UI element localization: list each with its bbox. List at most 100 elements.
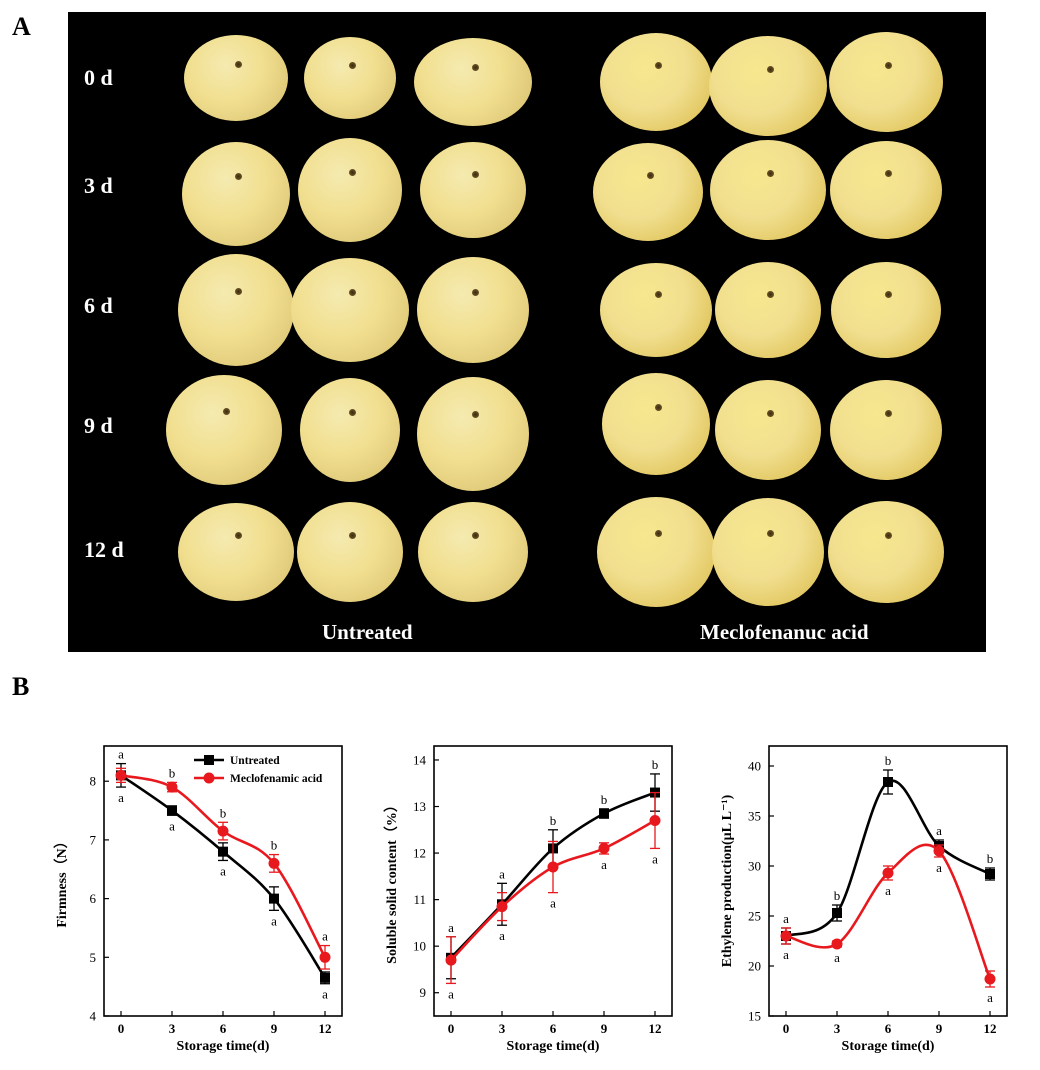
y-tick-label: 6 [90,891,97,906]
data-point [320,972,330,983]
series-line [785,843,992,980]
fruit-stem [472,411,480,419]
significance-letter: a [448,920,454,935]
significance-letter: a [936,823,942,838]
x-tick-label: 9 [271,1021,278,1036]
significance-letter: a [118,747,124,762]
data-point [933,845,945,857]
x-tick-label: 9 [601,1021,608,1036]
x-axis-label: Storage time(d) [507,1039,600,1054]
fruit-stem [655,291,663,299]
significance-letter: a [885,883,891,898]
melon-fruit [298,138,402,242]
row-label-12d: 12 d [84,537,124,562]
x-tick-label: 12 [984,1021,997,1036]
row-label-3d: 3 d [84,173,113,198]
fruit-stem [767,530,775,538]
y-tick-label: 14 [413,752,427,767]
fruit-stem [655,403,663,411]
melon-fruit [709,36,827,136]
significance-letter: b [169,765,176,780]
melon-fruit [715,380,821,480]
significance-letter: b [271,838,278,853]
fruit-photo-panel: 0 d 3 d 6 d 9 d 12 d Untreated Meclofena… [68,12,986,652]
x-tick-label: 0 [783,1021,790,1036]
melon-fruit [182,142,290,246]
significance-letter: a [118,790,124,805]
significance-letter: a [783,947,789,962]
significance-letter: a [220,863,226,878]
significance-letter: a [783,911,789,926]
fruit-stem [349,409,356,417]
significance-letter: b [601,792,608,807]
x-tick-label: 12 [319,1021,332,1036]
melon-fruit [418,502,528,602]
x-tick-label: 0 [118,1021,125,1036]
melon-fruit [417,257,529,363]
firmness-chart: 0 3 6 9 12 4 5 6 7 8 Storage time(d) Firmness（N） a a b… [40,728,352,1068]
data-point [883,777,893,787]
significance-letter: a [169,818,175,833]
data-point [115,769,127,781]
melon-fruit [830,141,942,239]
significance-letter: a [834,950,840,965]
significance-letter: a [499,928,505,943]
significance-letter: b [987,851,994,866]
significance-letter: b [652,757,659,772]
fruit-stem [235,60,243,68]
fruit-stem [885,410,893,417]
fruit-stem [885,62,893,69]
data-point [268,857,280,869]
fruit-stem [349,532,357,539]
melon-fruit [417,377,529,491]
y-tick-label: 35 [748,809,761,824]
legend-label: Meclofenamic acid [230,773,323,785]
panel-label-b: B [12,672,30,701]
x-tick-label: 6 [885,1021,892,1036]
series-meclofenamic [445,791,661,985]
y-tick-label: 15 [748,1009,761,1024]
significance-letter: a [601,857,607,872]
fruit-stem [349,289,357,297]
significance-letter: a [271,913,277,928]
chart-svg: 0 3 6 9 12 4 5 6 7 8 Storage time(d) Firmness（N） a a b… [54,745,343,1054]
melon-fruit [600,33,712,131]
data-point [649,814,661,826]
fruit-stem [647,172,655,180]
data-point [831,938,843,950]
melon-fruit [712,498,824,606]
significance-letter: a [322,987,328,1002]
data-point [269,893,279,904]
group-label-untreated: Untreated [322,620,413,644]
chart-svg: 0 3 6 9 12 9 10 11 12 13 14 Storage time(d) Soluble … [384,745,673,1054]
panel-label-a: A [12,12,31,41]
fruit-stem [885,170,893,178]
melon-fruit [829,32,943,132]
row-label-6d: 6 d [84,293,113,318]
data-point [547,861,559,873]
melon-fruit [597,497,715,607]
y-tick-label: 25 [748,909,761,924]
y-tick-label: 40 [748,759,761,774]
legend-marker [204,755,214,765]
fruit-stem [767,290,775,298]
row-label-0d: 0 d [84,65,113,90]
melon-fruit [304,37,396,119]
fruit-stem [472,170,480,178]
y-axis-label: Soluble solid content（%） [384,798,400,964]
fruit-stem [223,408,231,415]
melon-fruit [178,254,294,366]
x-tick-label: 12 [649,1021,662,1036]
series-untreated [781,769,995,945]
data-point [217,825,229,837]
significance-letter: a [987,990,993,1005]
x-axis-label: Storage time(d) [177,1039,270,1054]
data-point [445,954,457,966]
x-tick-label: 6 [550,1021,557,1036]
melon-fruit [420,142,526,238]
data-point [166,781,178,793]
data-point [984,973,996,985]
fruit-stem [655,62,663,70]
y-tick-label: 5 [90,950,97,965]
data-point [319,951,331,963]
